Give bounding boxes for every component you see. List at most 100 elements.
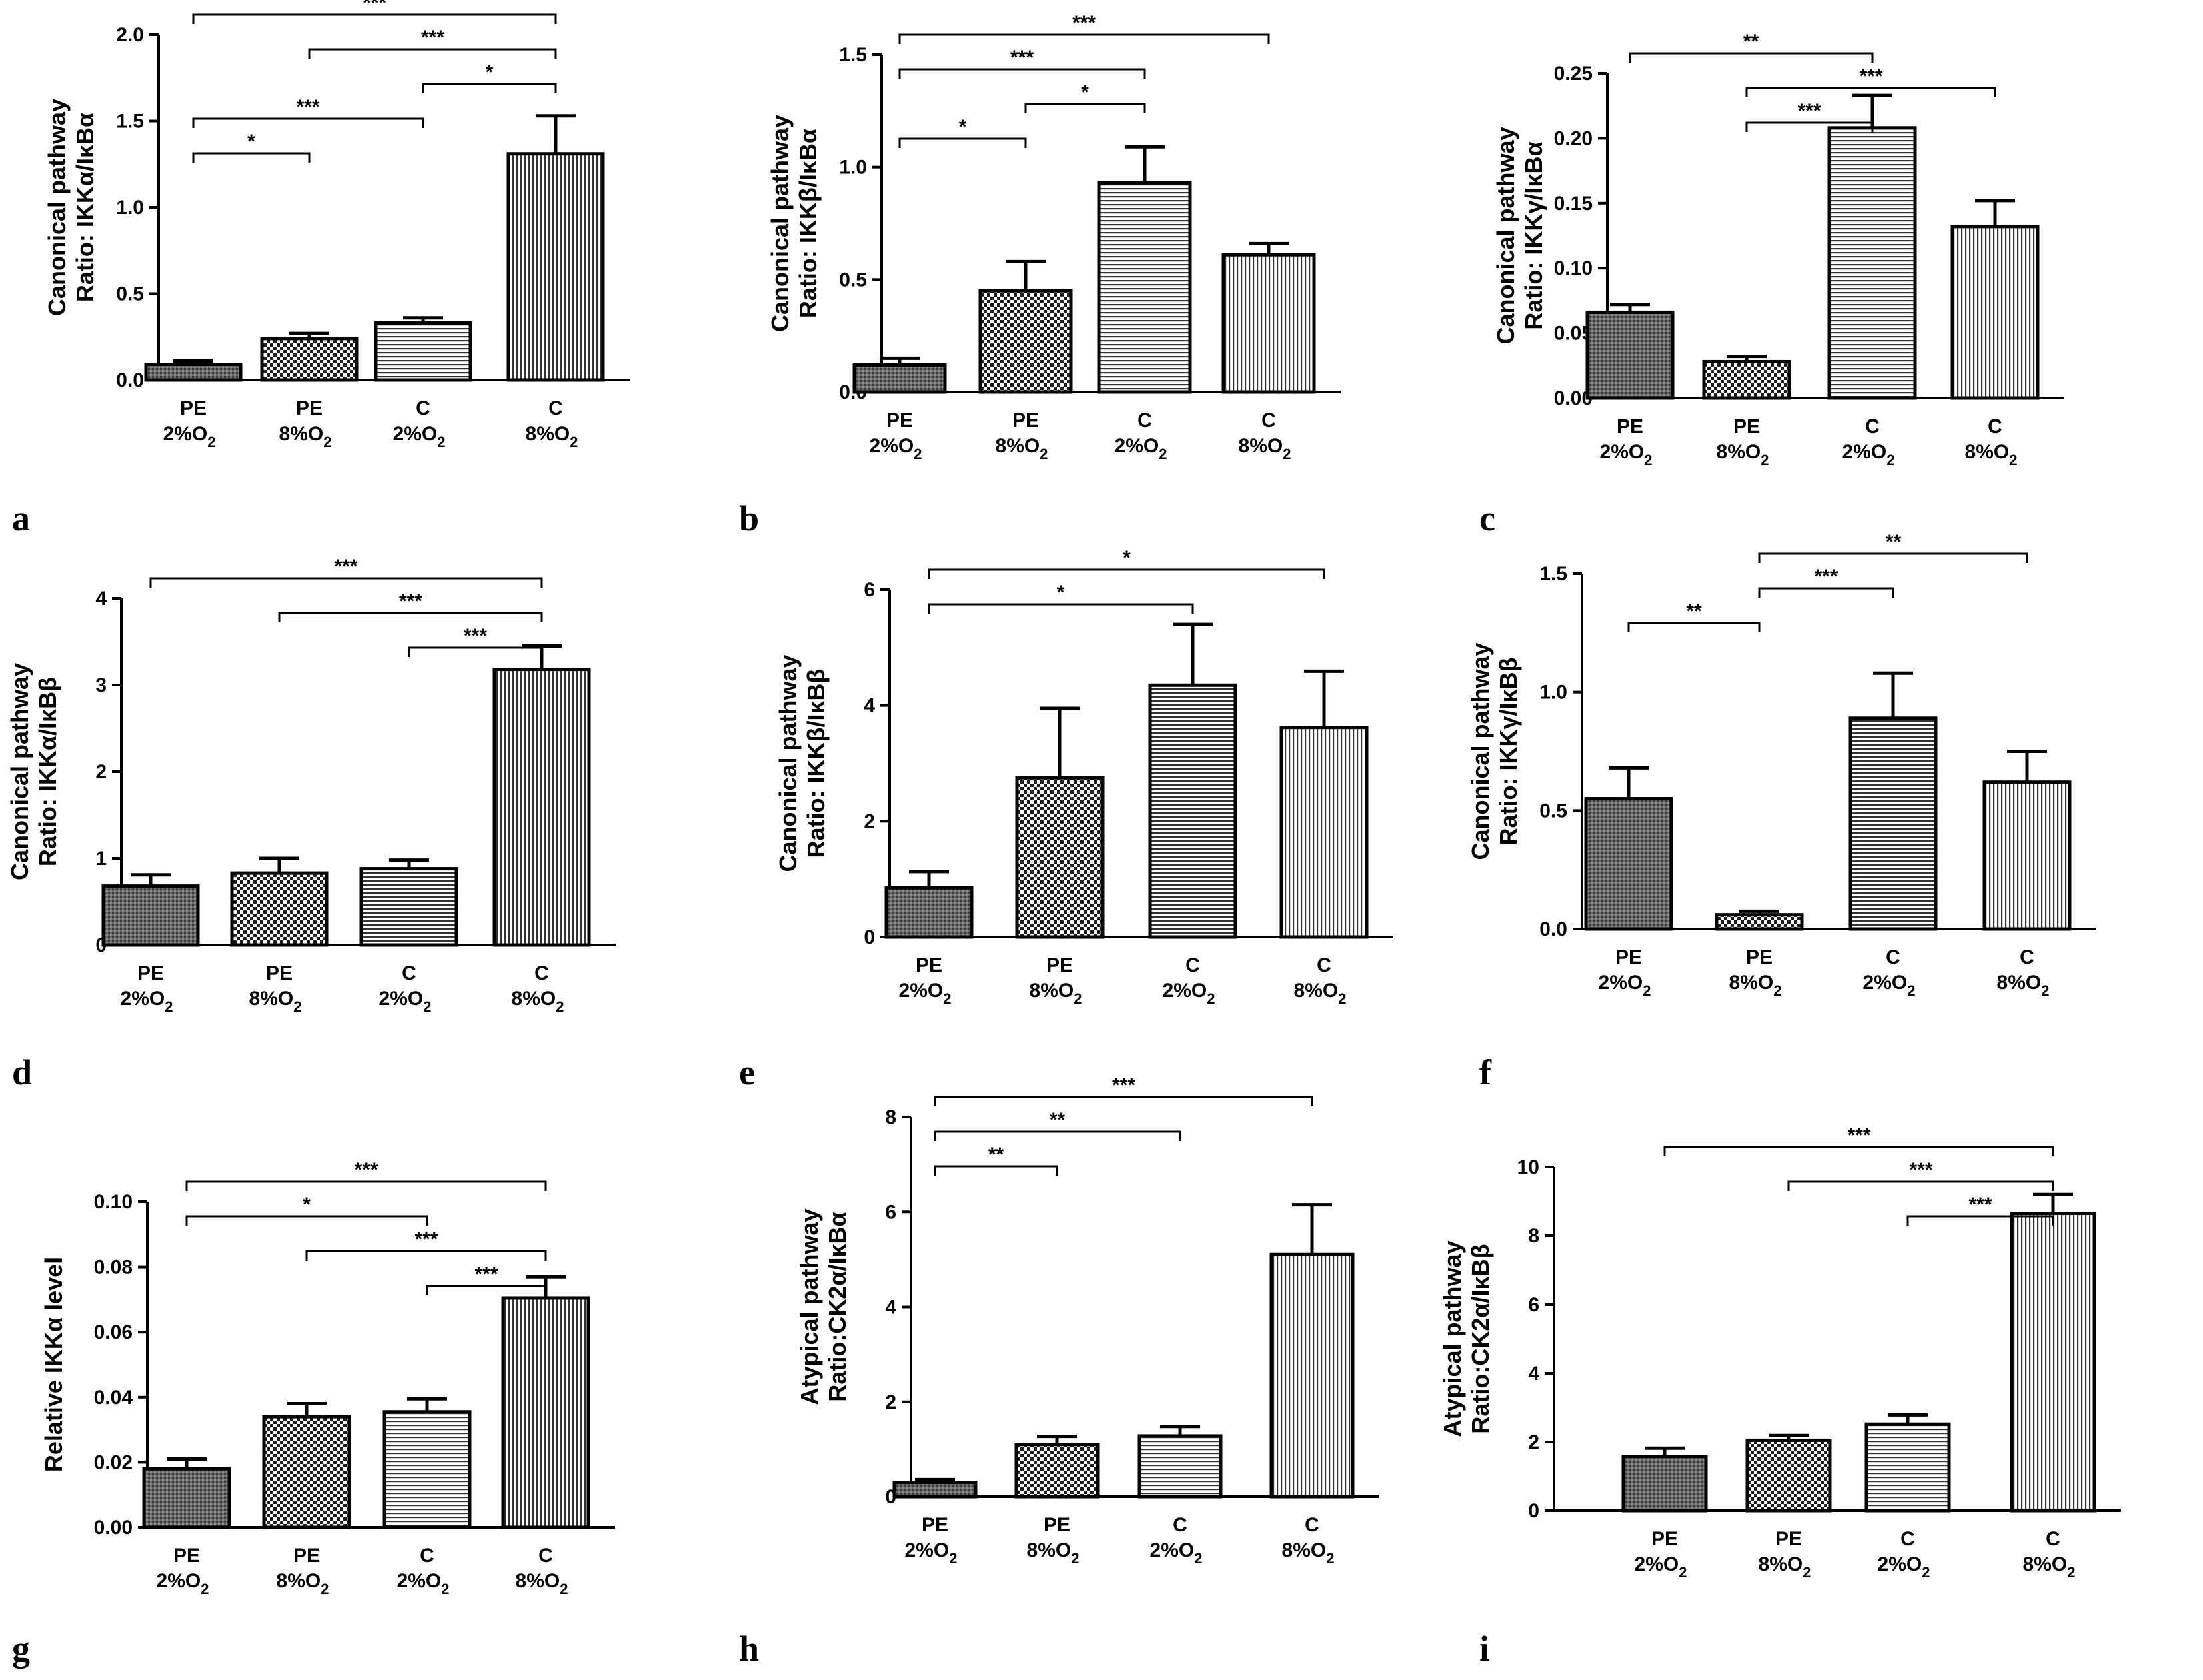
y-axis-label-line1: Canonical pathway: [1492, 127, 1519, 344]
x-tick-label-condition: 8%O2: [1729, 972, 1782, 999]
significance-bracket: [1745, 121, 1874, 132]
y-tick-label: 0.0: [116, 369, 144, 391]
y-tick-label: 0.08: [94, 1256, 133, 1279]
y-tick-label: 0.10: [1554, 257, 1593, 279]
significance-bracket: [934, 1130, 1181, 1141]
significance-bracket: [1663, 1146, 2054, 1156]
x-tick-label-condition: 2%O2: [905, 1539, 958, 1567]
bar-3: [1269, 1252, 1355, 1499]
y-axis-label-line2: Ratio: IKKα/IκBα: [71, 113, 99, 302]
significance-bracket: [408, 646, 543, 657]
x-tick-label-group: C: [1988, 415, 2002, 438]
panel-letter: b: [739, 498, 759, 538]
bar-2: [1848, 716, 1938, 931]
x-tick-label-group: PE: [1046, 954, 1073, 976]
bar-1: [262, 1415, 351, 1529]
y-tick-label: 8: [885, 1106, 896, 1128]
significance-bracket: [898, 68, 1146, 79]
x-tick-label-condition: 2%O2: [393, 423, 446, 450]
bar-3: [1221, 253, 1316, 394]
y-tick-label: 0.0: [1539, 918, 1567, 940]
x-tick-label-group: C: [402, 962, 416, 984]
x-tick-label-condition: 2%O2: [397, 1570, 450, 1597]
significance-bracket: [1629, 52, 1874, 63]
significance-label: ***: [421, 27, 444, 49]
bar-3: [2010, 1212, 2096, 1513]
y-tick-label: 0: [1528, 1500, 1539, 1522]
x-tick-label-group: C: [534, 962, 549, 984]
bar-2: [382, 1410, 472, 1529]
x-tick-label-group: PE: [266, 962, 293, 984]
panel-letter: e: [739, 1052, 755, 1092]
x-tick-label-condition: 2%O2: [899, 980, 952, 1007]
y-axis-label-line2: Relative IKKα level: [40, 1257, 67, 1472]
chart-panel-e: 0 2 4 6 Canonical pathway Ratio: IKKβ/IκBβ PE 2…: [739, 547, 1393, 1092]
x-tick-label-group: C: [2020, 946, 2034, 968]
bar-1: [1014, 1443, 1100, 1499]
significance-bracket: [928, 568, 1325, 579]
x-tick-label-group: C: [538, 1545, 553, 1567]
x-tick-label-condition: 2%O2: [870, 435, 922, 462]
significance-label: ***: [1814, 566, 1838, 588]
x-tick-label-group: C: [548, 397, 563, 419]
x-tick-label-condition: 8%O2: [2023, 1553, 2076, 1581]
bar-0: [852, 363, 947, 394]
x-tick-label-group: C: [1185, 954, 1200, 976]
y-tick-label: 0.5: [839, 269, 867, 291]
bar-1: [1015, 776, 1105, 939]
bar-1: [1702, 359, 1791, 400]
x-tick-label-condition: 2%O2: [1600, 441, 1653, 468]
bar-3: [1279, 726, 1369, 939]
significance-label: *: [486, 61, 494, 83]
x-tick-label-condition: 2%O2: [1878, 1553, 1930, 1581]
x-tick-label-condition: 2%O2: [379, 988, 432, 1015]
significance-label: ***: [354, 1159, 378, 1181]
x-tick-label-condition: 2%O2: [121, 988, 173, 1015]
bar-3: [1982, 780, 2072, 931]
x-tick-label-group: C: [416, 397, 430, 419]
y-axis-label-line2: Ratio: IKKβ/IκBβ: [802, 668, 830, 858]
y-tick-label: 8: [1528, 1225, 1539, 1247]
y-tick-label: 2.0: [116, 24, 144, 46]
y-axis-label-line1: Canonical pathway: [43, 99, 71, 316]
significance-bracket: [934, 1165, 1058, 1176]
bar-0: [884, 886, 974, 939]
y-tick-label: 0: [864, 926, 875, 948]
panel-letter: g: [12, 1629, 30, 1669]
panel-letter: d: [12, 1052, 32, 1092]
y-tick-label: 1.5: [116, 111, 144, 133]
bar-0: [1585, 310, 1675, 400]
significance-label: **: [988, 1144, 1004, 1166]
x-tick-label-condition: 8%O2: [279, 423, 332, 450]
significance-label: *: [247, 131, 255, 153]
significance-bracket: [1745, 87, 1996, 97]
x-tick-label-condition: 2%O2: [157, 1570, 209, 1597]
y-tick-label: 0.04: [94, 1387, 133, 1409]
y-tick-label: 4: [864, 695, 875, 717]
x-tick-label-condition: 2%O2: [1599, 972, 1651, 999]
x-tick-label-condition: 8%O2: [1759, 1553, 1811, 1581]
significance-bracket: [1906, 1215, 2054, 1226]
x-tick-label-group: C: [1305, 1514, 1319, 1536]
y-axis-label-line1: Canonical pathway: [6, 663, 33, 880]
x-tick-label-condition: 8%O2: [249, 988, 302, 1015]
x-tick-label-condition: 8%O2: [1997, 972, 2050, 999]
significance-bracket: [305, 1250, 547, 1261]
chart-panel-f: 0.0 0.5 1.0 1.5 Canonical pathway Ratio: IKKγ…: [1467, 531, 2096, 1092]
bar-0: [1584, 797, 1673, 931]
significance-label: ***: [1797, 100, 1821, 122]
x-tick-label-group: PE: [293, 1545, 320, 1567]
bar-3: [501, 1296, 590, 1529]
y-tick-label: 0.5: [1539, 800, 1567, 822]
y-axis-label-line2: Ratio: IKKγ/IκBα: [1520, 141, 1547, 329]
x-tick-label-group: PE: [180, 397, 207, 419]
y-axis-label-line2: Ratio:CK2α/IκBβ: [1467, 1244, 1494, 1433]
y-tick-label: 4: [1528, 1363, 1539, 1385]
y-tick-label: 6: [885, 1201, 896, 1223]
x-tick-label-condition: 8%O2: [1030, 980, 1082, 1007]
x-tick-label-condition: 2%O2: [1863, 972, 1916, 999]
x-tick-label-group: PE: [1044, 1514, 1070, 1536]
significance-label: ***: [363, 0, 386, 14]
